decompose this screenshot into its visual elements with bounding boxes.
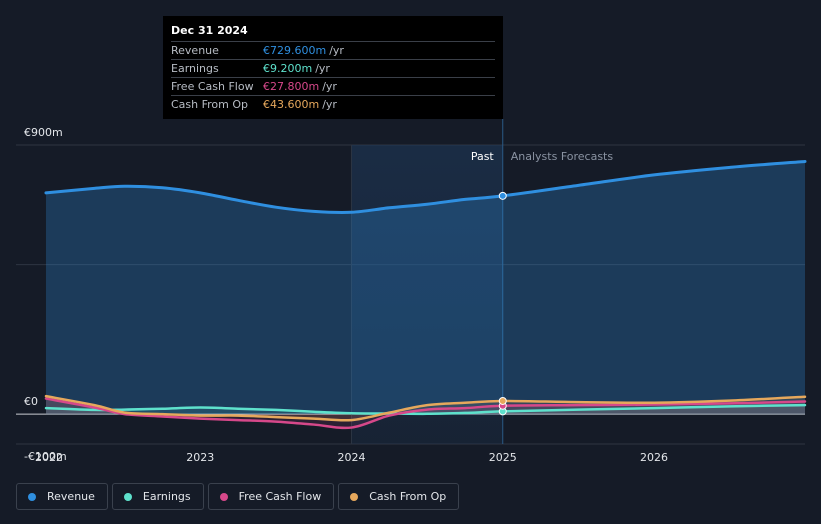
x-tick-label: 2022 — [35, 451, 63, 464]
tooltip-value: €9.200m — [263, 62, 313, 75]
tooltip-date: Dec 31 2024 — [171, 24, 495, 42]
forecast-label: Analysts Forecasts — [511, 150, 614, 163]
revenue-area — [45, 161, 806, 415]
x-tick-label: 2025 — [489, 451, 517, 464]
tooltip-row-cash-from-op: Cash From Op €43.600m /yr — [171, 96, 495, 113]
past-region — [351, 119, 504, 444]
tooltip: Dec 31 2024 Revenue €729.600m /yr Earnin… — [163, 16, 503, 119]
past-region-shade — [351, 145, 503, 444]
cash-from-op-marker — [498, 396, 507, 405]
legend-dot-icon — [123, 492, 132, 501]
y-tick-label: -€100m — [24, 450, 67, 463]
legend-item-cash-from-op[interactable]: Cash From Op — [338, 483, 460, 510]
tooltip-unit: /yr — [315, 62, 330, 75]
tooltip-unit: /yr — [322, 80, 337, 93]
legend-label: Earnings — [142, 490, 191, 503]
legend-dot-icon — [350, 492, 359, 501]
legend-label: Cash From Op — [369, 490, 447, 503]
legend: Revenue Earnings Free Cash Flow Cash Fro… — [16, 483, 460, 510]
earnings-area — [45, 405, 806, 415]
series-lines — [44, 159, 807, 430]
past-label: Past — [471, 150, 495, 163]
legend-label: Free Cash Flow — [238, 490, 322, 503]
x-tick-label: 2023 — [186, 451, 214, 464]
legend-dot-icon — [219, 492, 228, 501]
cash-from-op-line — [44, 394, 807, 422]
tooltip-row-free-cash-flow: Free Cash Flow €27.800m /yr — [171, 78, 495, 96]
x-tick-label: 2026 — [640, 451, 668, 464]
tooltip-value: €43.600m — [263, 98, 320, 111]
legend-item-earnings[interactable]: Earnings — [111, 483, 204, 510]
tooltip-unit: /yr — [322, 98, 337, 111]
highlight-markers — [498, 191, 507, 416]
legend-item-revenue[interactable]: Revenue — [16, 483, 108, 510]
tooltip-value: €27.800m — [263, 80, 320, 93]
tooltip-label: Revenue — [171, 44, 219, 57]
tooltip-unit: /yr — [329, 44, 344, 57]
cash-from-op-area — [45, 396, 806, 421]
y-tick-label: €900m — [24, 126, 63, 139]
legend-item-free-cash-flow[interactable]: Free Cash Flow — [207, 483, 335, 510]
tooltip-label: Cash From Op — [171, 98, 249, 111]
tooltip-row-revenue: Revenue €729.600m /yr — [171, 42, 495, 60]
revenue-marker — [498, 191, 507, 200]
y-tick-label: €0 — [24, 395, 38, 408]
earnings-line — [44, 403, 807, 416]
revenue-line — [44, 159, 807, 215]
legend-label: Revenue — [47, 490, 95, 503]
free-cash-flow-line — [44, 397, 807, 430]
tooltip-label: Earnings — [171, 62, 219, 75]
tooltip-label: Free Cash Flow — [171, 80, 254, 93]
x-tick-label: 2024 — [338, 451, 366, 464]
legend-dot-icon — [28, 492, 36, 501]
tooltip-value: €729.600m — [263, 44, 327, 57]
tooltip-row-earnings: Earnings €9.200m /yr — [171, 60, 495, 78]
